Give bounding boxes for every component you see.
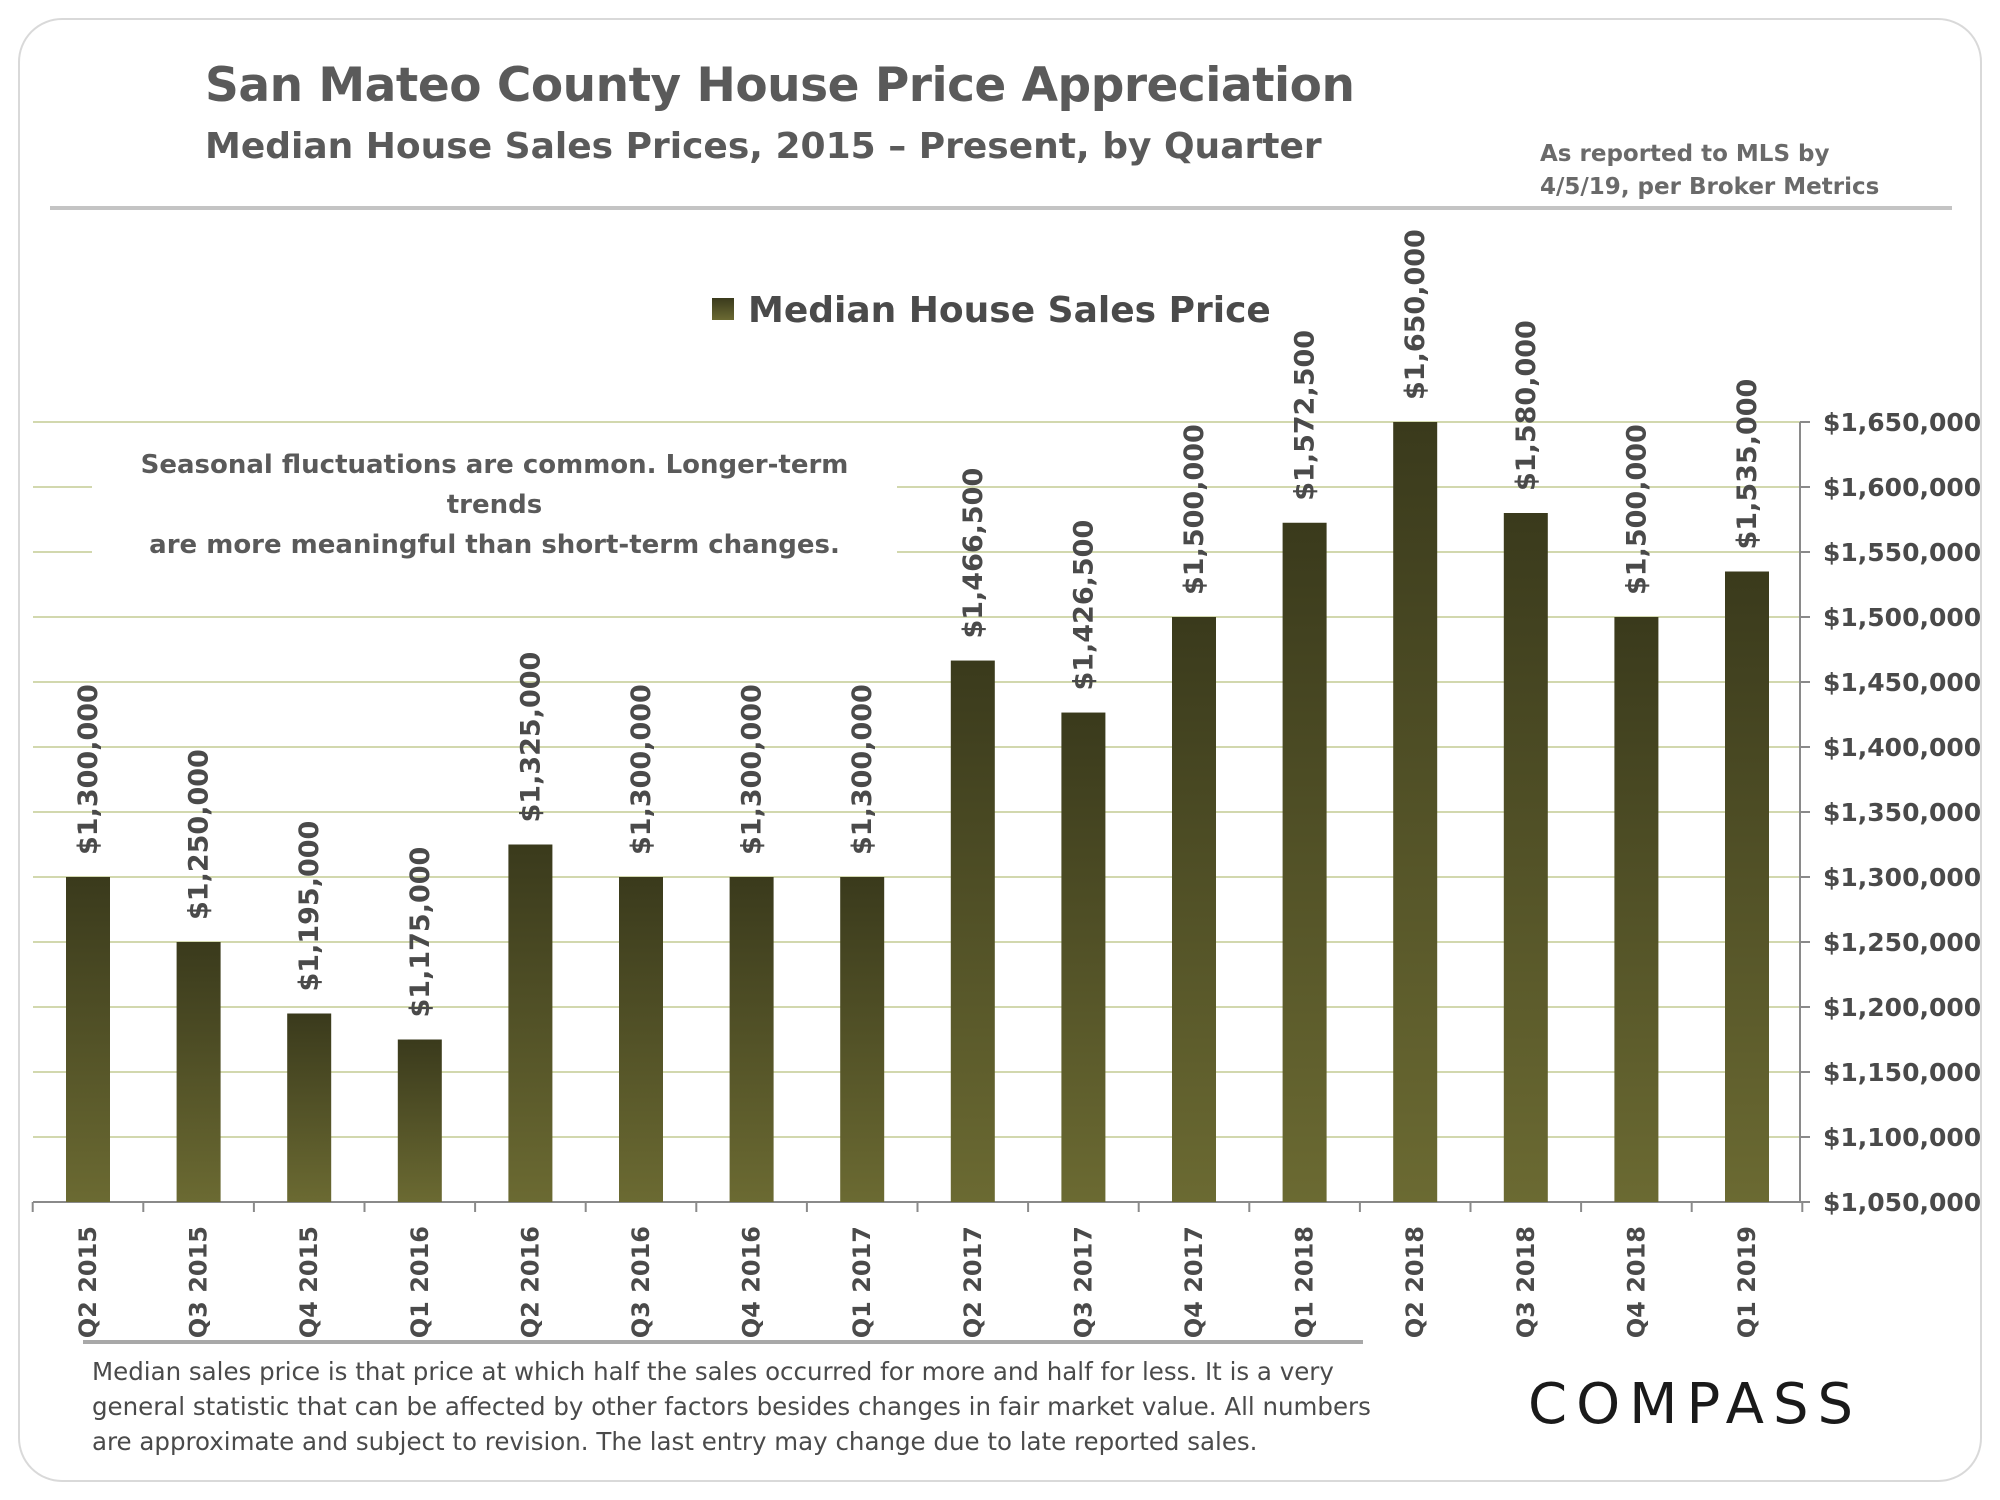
footnote-line: are approximate and subject to revision.… <box>92 1427 1258 1456</box>
y-tick-label: $1,500,000 <box>1823 603 1981 632</box>
y-tick-label: $1,400,000 <box>1823 733 1981 762</box>
compass-logo: COMPASS <box>1528 1372 1863 1437</box>
data-label: $1,650,000 <box>1400 229 1431 400</box>
note-line: Seasonal fluctuations are common. Longer… <box>140 450 849 520</box>
note-line: are more meaningful than short-term chan… <box>149 530 840 560</box>
y-tick-label: $1,100,000 <box>1823 1123 1981 1152</box>
legend-label: Median House Sales Price <box>748 290 1271 331</box>
x-tick-label: Q2 2015 <box>74 1226 102 1338</box>
data-label: $1,535,000 <box>1732 379 1763 550</box>
x-tick-label: Q2 2016 <box>516 1226 544 1338</box>
bars <box>66 422 1769 1202</box>
x-tick-label: Q4 2016 <box>738 1226 766 1338</box>
data-label: $1,300,000 <box>737 684 768 855</box>
data-label: $1,572,500 <box>1290 330 1321 501</box>
source-line: 4/5/19, per Broker Metrics <box>1540 174 1880 200</box>
x-tick-label: Q4 2018 <box>1622 1226 1650 1338</box>
x-tick-label: Q1 2017 <box>848 1226 876 1338</box>
source-note: As reported to MLS by 4/5/19, per Broker… <box>1540 138 1879 204</box>
bar <box>1061 712 1106 1202</box>
bar <box>1393 422 1438 1202</box>
x-tick-label: Q1 2016 <box>406 1226 434 1338</box>
footnote-line: general statistic that can be affected b… <box>92 1392 1371 1421</box>
source-line: As reported to MLS by <box>1540 141 1830 167</box>
x-tick-label: Q3 2017 <box>1069 1226 1097 1338</box>
footer-divider <box>83 1340 1363 1344</box>
x-tick-label: Q3 2015 <box>185 1226 213 1338</box>
data-label: $1,195,000 <box>294 821 325 992</box>
y-tick-label: $1,650,000 <box>1823 408 1981 437</box>
bar <box>1172 617 1216 1202</box>
x-tick-label: Q2 2017 <box>959 1226 987 1338</box>
y-tick-label: $1,450,000 <box>1823 668 1981 697</box>
page-subtitle: Median House Sales Prices, 2015 – Presen… <box>205 126 1322 167</box>
bar <box>397 1039 442 1202</box>
data-label: $1,250,000 <box>184 749 215 920</box>
data-label: $1,300,000 <box>73 684 104 855</box>
data-label: $1,426,500 <box>1068 520 1099 691</box>
x-tick-label: Q4 2015 <box>295 1226 323 1338</box>
data-label: $1,325,000 <box>515 652 546 823</box>
y-tick-label: $1,350,000 <box>1823 798 1981 827</box>
y-tick-label: $1,600,000 <box>1823 473 1981 502</box>
footnote-line: Median sales price is that price at whic… <box>92 1357 1334 1386</box>
bar <box>1725 571 1769 1202</box>
y-tick-label: $1,050,000 <box>1823 1188 1981 1217</box>
data-label: $1,175,000 <box>405 847 436 1018</box>
data-label: $1,580,000 <box>1511 320 1542 491</box>
data-label: $1,300,000 <box>626 684 657 855</box>
y-tick-label: $1,250,000 <box>1823 928 1981 957</box>
page-title: San Mateo County House Price Appreciatio… <box>205 58 1355 113</box>
axes: $1,050,000 $1,100,000 $1,150,000 $1,200,000… <box>31 408 1981 1217</box>
x-tick-label: Q4 2017 <box>1180 1226 1208 1338</box>
y-tick-label: $1,550,000 <box>1823 538 1981 567</box>
bar <box>729 877 774 1202</box>
data-label: $1,500,000 <box>1179 424 1210 595</box>
x-tick-label: Q2 2018 <box>1401 1226 1429 1338</box>
bar <box>619 877 663 1202</box>
x-tick-label: Q3 2018 <box>1512 1226 1540 1338</box>
data-label: $1,500,000 <box>1621 424 1652 595</box>
annotation-note: Seasonal fluctuations are common. Longer… <box>92 445 897 565</box>
bar <box>66 877 110 1202</box>
data-label: $1,300,000 <box>847 684 878 855</box>
x-tick-label: Q1 2019 <box>1733 1226 1761 1338</box>
data-label: $1,466,500 <box>958 468 989 639</box>
bar <box>1282 522 1327 1202</box>
bar <box>176 942 221 1202</box>
y-tick-label: $1,150,000 <box>1823 1058 1981 1087</box>
x-tick-label: Q3 2016 <box>627 1226 655 1338</box>
bar <box>287 1013 332 1202</box>
y-tick-label: $1,200,000 <box>1823 993 1981 1022</box>
footnote: Median sales price is that price at whic… <box>92 1354 1392 1459</box>
x-tick-label: Q1 2018 <box>1291 1226 1319 1338</box>
bar <box>1614 617 1659 1202</box>
header-divider <box>50 206 1952 210</box>
bar <box>508 844 553 1202</box>
legend-swatch <box>712 298 734 320</box>
bar <box>950 660 995 1202</box>
y-tick-label: $1,300,000 <box>1823 863 1981 892</box>
legend: Median House Sales Price <box>712 290 1271 331</box>
bar <box>1503 513 1548 1202</box>
data-labels: $1,300,000 Q2 2015 $1,250,000 Q3 2015 $1,195… <box>73 229 1763 1338</box>
bar <box>840 877 885 1202</box>
